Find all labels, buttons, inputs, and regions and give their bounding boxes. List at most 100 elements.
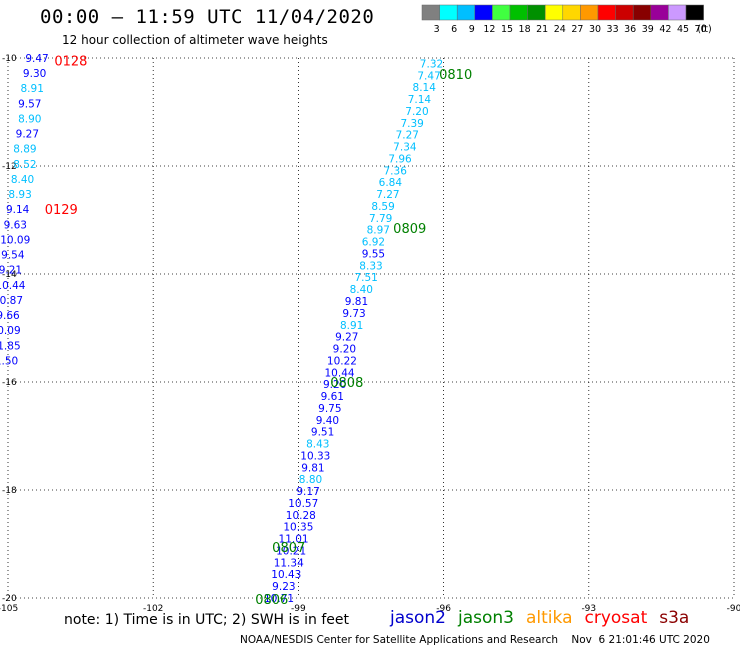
pass-time-label: 0807 xyxy=(272,541,305,556)
swh-value: 9.57 xyxy=(18,98,41,110)
lon-tick-label: -96 xyxy=(436,604,451,614)
swh-value: 9.27 xyxy=(335,332,358,344)
legend-label-6: 6 xyxy=(451,24,457,35)
swh-value: 7.47 xyxy=(417,70,440,82)
swh-value: 9.23 xyxy=(272,581,295,593)
swh-value: 10.09 xyxy=(0,325,21,337)
swh-value: 8.89 xyxy=(13,144,36,156)
legend-label-36: 36 xyxy=(624,24,636,35)
swh-value: 9.51 xyxy=(311,427,334,439)
swh-value: 11.50 xyxy=(0,355,18,367)
track-cryosat: 9.47 9.30 8.91 9.57 8.90 9.27 8.89 8.52 8.40 8.93… xyxy=(0,53,49,367)
swh-value: 9.14 xyxy=(6,204,30,216)
swh-value: 8.80 xyxy=(299,474,322,486)
swh-value: 8.91 xyxy=(21,83,44,95)
graticule: -105 -102 -99 -96 -93 -90 -10 -12 -14 -16 -18 -20 xyxy=(0,54,740,614)
swh-value: 8.91 xyxy=(340,320,363,332)
swh-value: 9.27 xyxy=(16,129,39,141)
swh-value: 10.21 xyxy=(276,545,306,557)
swh-value: 7.51 xyxy=(354,272,377,284)
satellite-legend: jason2 jason3 altika cryosat s3a xyxy=(390,608,701,628)
legend-label-30: 30 xyxy=(589,24,601,35)
swh-value: 8.43 xyxy=(306,439,329,451)
swh-value: 6.92 xyxy=(362,237,385,249)
swh-value: 7.32 xyxy=(420,58,443,70)
legend-label-27: 27 xyxy=(571,24,583,35)
lat-tick-label: -16 xyxy=(2,378,17,388)
swh-value: 7.39 xyxy=(400,118,423,130)
lon-tick-label: -93 xyxy=(581,604,596,614)
pass-time-label: 0806 xyxy=(255,593,288,608)
swh-value: 8.93 xyxy=(8,189,31,201)
swh-value: 9.55 xyxy=(362,248,385,260)
satellite-jason3: jason3 xyxy=(458,608,514,628)
footer-note: note: 1) Time is in UTC; 2) SWH is in fe… xyxy=(64,612,350,628)
swh-value: 9.81 xyxy=(301,462,324,474)
swh-value: 9.17 xyxy=(296,486,319,498)
swh-value: 9.81 xyxy=(345,296,368,308)
pass-time-label: 0808 xyxy=(330,376,363,391)
legend-label-45: 45 xyxy=(677,24,689,35)
swh-value: 10.44 xyxy=(0,280,26,292)
swh-value: 10.43 xyxy=(271,569,301,581)
swh-value: 11.85 xyxy=(0,340,21,352)
legend-label-12: 12 xyxy=(483,24,495,35)
swh-value: 10.09 xyxy=(0,234,30,246)
swh-value: 11.34 xyxy=(274,557,304,569)
swh-value: 7.27 xyxy=(396,130,419,142)
satellite-jason2: jason2 xyxy=(390,608,446,628)
lon-tick-label: -105 xyxy=(0,604,18,614)
legend-label-18: 18 xyxy=(519,24,531,35)
lat-tick-label: -10 xyxy=(2,54,17,64)
swh-value: 10.44 xyxy=(325,367,355,379)
lat-tick-label: -14 xyxy=(2,270,17,280)
lat-tick-label: -12 xyxy=(2,162,17,172)
swh-value: 8.33 xyxy=(359,260,382,272)
swh-value: 10.87 xyxy=(0,295,23,307)
swh-value: 7.36 xyxy=(384,165,408,177)
swh-value: 11.01 xyxy=(279,534,309,546)
lon-tick-label: -99 xyxy=(291,604,306,614)
satellite-cryosat: cryosat xyxy=(584,608,648,628)
pass-time-labels: 0128 0129 0810 0809 0808 0807 0806 xyxy=(45,55,473,608)
pass-time-label: 0129 xyxy=(45,203,78,218)
pass-time-label: 0809 xyxy=(393,222,426,237)
swh-value: 9.20 xyxy=(333,344,356,356)
footer-credit: NOAA/NESDIS Center for Satellite Applica… xyxy=(240,634,710,646)
swh-value: 8.40 xyxy=(11,174,34,186)
map-subtitle: 12 hour collection of altimeter wave hei… xyxy=(62,33,328,47)
color-scale-legend: 3 6 9 12 15 18 21 24 27 30 33 36 39 42 45 70(ft) xyxy=(421,4,712,35)
swh-value: 9.63 xyxy=(4,219,27,231)
swh-value: 8.40 xyxy=(350,284,373,296)
legend-label-9: 9 xyxy=(469,24,475,35)
swh-value: 10.22 xyxy=(327,355,357,367)
swh-value: 9.30 xyxy=(23,68,46,80)
legend-label-21: 21 xyxy=(536,24,548,35)
swh-value: 10.57 xyxy=(288,498,318,510)
legend-label-3: 3 xyxy=(434,24,440,35)
swh-value: 8.59 xyxy=(371,201,394,213)
lon-tick-label: -90 xyxy=(727,604,740,614)
legend-swatch-70 xyxy=(685,4,704,21)
swh-value: 6.84 xyxy=(379,177,403,189)
map-title: 00:00 — 11:59 UTC 11/04/2020 xyxy=(40,6,375,28)
swh-value: 7.27 xyxy=(376,189,399,201)
legend-label-24: 24 xyxy=(554,24,566,35)
legend-label-70: 70 xyxy=(695,24,707,35)
swh-value: 8.52 xyxy=(13,159,36,171)
swh-value: 10.33 xyxy=(300,450,330,462)
swh-value: 10.71 xyxy=(264,593,294,605)
swh-value: 9.54 xyxy=(1,250,25,262)
swh-value: 9.47 xyxy=(25,53,48,65)
lat-tick-label: -20 xyxy=(2,594,17,604)
swh-value: 9.21 xyxy=(0,265,22,277)
swh-value: 10.28 xyxy=(286,510,316,522)
swh-value: 7.20 xyxy=(405,106,428,118)
legend-label-42: 42 xyxy=(659,24,671,35)
swh-value: 8.14 xyxy=(413,82,437,94)
swh-value: 7.96 xyxy=(388,153,412,165)
legend-label-15: 15 xyxy=(501,24,513,35)
swh-value: 9.75 xyxy=(318,403,341,415)
swh-value: 7.34 xyxy=(393,142,417,154)
